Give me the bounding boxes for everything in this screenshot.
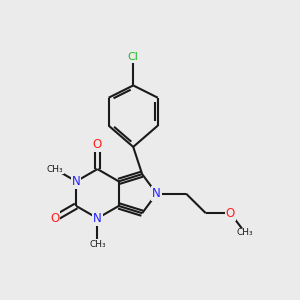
Text: CH₃: CH₃ xyxy=(46,165,63,174)
Text: Cl: Cl xyxy=(128,52,139,62)
Text: N: N xyxy=(152,187,161,200)
Text: N: N xyxy=(72,175,81,188)
Text: O: O xyxy=(93,138,102,151)
Text: N: N xyxy=(93,212,102,225)
Text: O: O xyxy=(50,212,59,225)
Text: CH₃: CH₃ xyxy=(237,228,254,237)
Text: CH₃: CH₃ xyxy=(89,240,106,249)
Text: O: O xyxy=(226,207,235,220)
